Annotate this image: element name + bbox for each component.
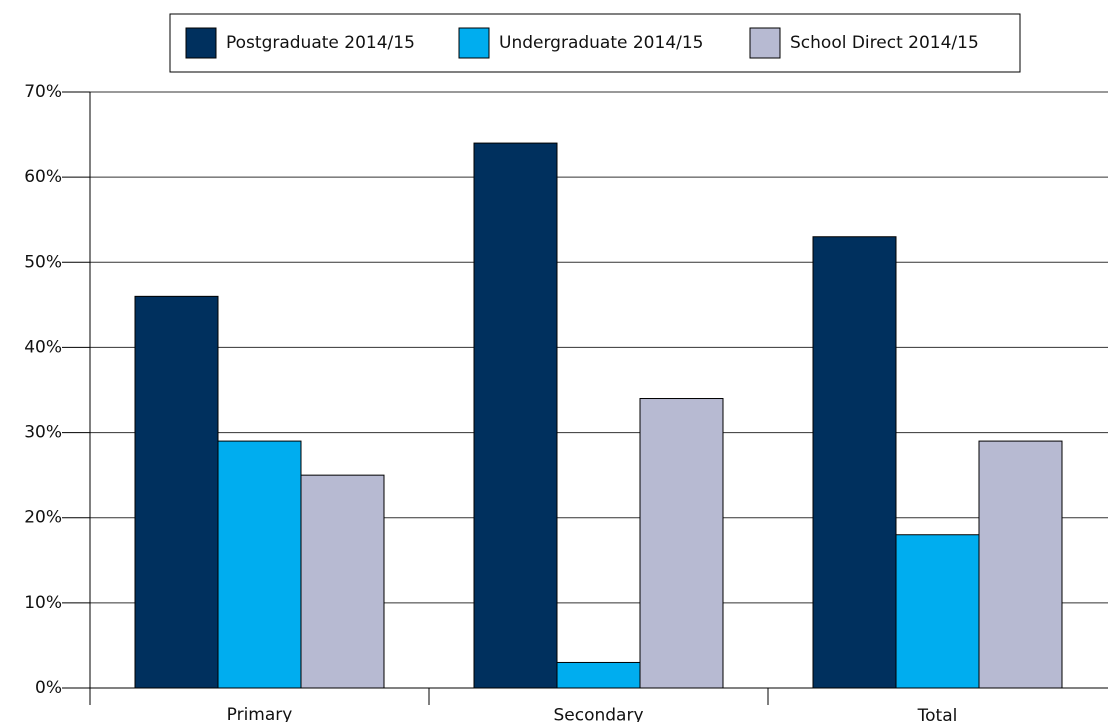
legend-label: Postgraduate 2014/15 [226,33,415,53]
legend-swatch [458,27,490,59]
y-tick-label: 70% [24,82,62,102]
y-tick-label: 30% [24,423,62,443]
y-tick-label: 50% [24,252,62,272]
bar [639,398,724,689]
y-tick-label: 60% [24,167,62,187]
legend-label: School Direct 2014/15 [790,33,979,53]
legend-label: Undergraduate 2014/15 [499,33,704,53]
bar [895,534,980,689]
bar [978,440,1063,689]
bar [300,474,385,689]
y-tick-label: 20% [24,508,62,528]
y-tick-label: 10% [24,593,62,613]
x-tick-label: Secondary [553,706,643,722]
bar [473,142,558,689]
y-tick-label: 40% [24,337,62,357]
legend-swatch [185,27,217,59]
bar [217,440,302,689]
bar [556,661,641,689]
legend-box [169,13,1021,73]
legend-swatch [749,27,781,59]
bar [812,236,897,689]
x-tick-label: Primary [227,705,293,722]
bar [134,295,219,689]
y-tick-label: 0% [35,678,62,698]
x-tick-label: Total [917,706,958,722]
